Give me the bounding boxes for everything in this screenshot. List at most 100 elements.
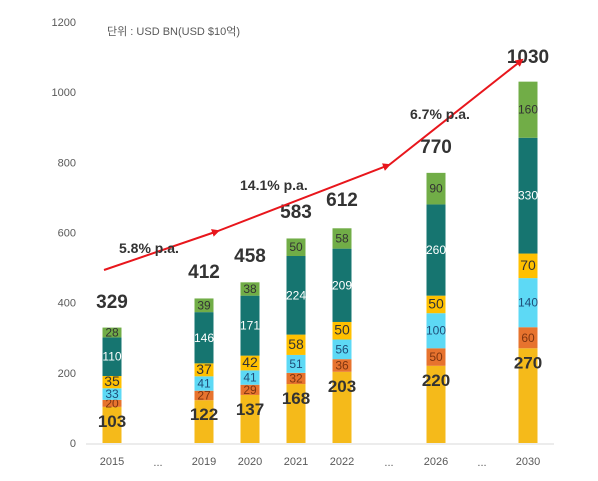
bar-segment-label: 203 (328, 377, 356, 396)
x-tick-label: 2015 (100, 456, 124, 468)
bars: 1032033351102812227413714639137294142171… (98, 81, 542, 443)
bar-segment (286, 334, 306, 355)
bar-segment-label: 260 (426, 243, 446, 257)
bar-segment (332, 228, 352, 249)
total-label: 412 (188, 262, 220, 283)
bar-segment-label: 90 (429, 182, 443, 196)
bar-segment (332, 321, 352, 340)
y-axis: 0 200 400 600 800 1000 1200 (52, 17, 76, 450)
x-tick-label: 2022 (330, 456, 354, 468)
x-axis: 2015... 2019 2020 2021 2022... 2026... 2030 (86, 443, 554, 469)
bar-segment (102, 399, 122, 407)
bar-segment (102, 406, 122, 443)
bar-segment (332, 371, 352, 443)
total-label: 770 (420, 137, 452, 158)
bar-segment (240, 370, 260, 385)
bar-segment-label: 100 (426, 324, 446, 338)
x-tick-label: 2020 (238, 456, 262, 468)
bar-segment-label: 122 (190, 405, 218, 424)
bar-segment (518, 81, 538, 138)
growth-label: 14.1% p.a. (240, 177, 308, 193)
bar-segment (518, 278, 538, 328)
total-label: 612 (326, 190, 358, 211)
growth-arrows: 5.8% p.a. 14.1% p.a. 6.7% p.a. (103, 58, 524, 271)
bar-segment (332, 339, 352, 360)
bar-segment (518, 327, 538, 349)
bar-segment (194, 298, 214, 313)
x-tick-label: 2026 (424, 456, 448, 468)
bar-segment-label: 29 (243, 383, 257, 397)
bar-segment-label: 37 (196, 361, 212, 377)
bar-segment-label: 20 (105, 396, 119, 410)
bar-segment (518, 253, 538, 279)
bar-segment-label: 42 (242, 354, 258, 370)
x-tick-label: 2019 (192, 456, 216, 468)
bar-segment-label: 330 (518, 189, 538, 203)
bar-segment-label: 70 (520, 257, 536, 273)
bar-segment (426, 204, 446, 296)
bar-segment (102, 375, 122, 389)
bar-segment-label: 56 (335, 342, 349, 356)
total-label: 1030 (507, 47, 549, 68)
bar-segment (102, 327, 122, 338)
bar-segment (332, 248, 352, 322)
y-tick-label: 1200 (52, 17, 76, 29)
bar-segment-label: 50 (428, 295, 444, 311)
bar-segment-label: 33 (105, 387, 119, 401)
bar-segment (518, 137, 538, 254)
bar-segment (518, 348, 538, 443)
bar-segment (332, 359, 352, 372)
bar-segment-label: 58 (288, 336, 304, 352)
bar-segment (426, 172, 446, 205)
bar-segment-label: 36 (335, 358, 349, 372)
x-tick-label: ... (153, 457, 162, 469)
growth-arrow (217, 163, 391, 232)
bar-segment-label: 60 (521, 331, 535, 345)
bar-segment (286, 354, 306, 373)
y-tick-label: 200 (58, 368, 76, 380)
bar-segment (286, 372, 306, 385)
total-labels: 329 412 458 583 612 770 1030 (96, 47, 549, 313)
growth-arrow (388, 58, 524, 166)
y-tick-label: 0 (70, 438, 76, 450)
bar-segment-label: 270 (514, 353, 542, 372)
total-label: 583 (280, 202, 312, 223)
bar-segment (194, 312, 214, 364)
growth-arrow (103, 229, 220, 271)
x-tick-label: ... (477, 457, 486, 469)
bar-segment-label: 50 (334, 322, 350, 338)
x-tick-label: 2021 (284, 456, 308, 468)
bar-segment (102, 388, 122, 400)
bar-segment (240, 355, 260, 371)
bar-segment-label: 39 (197, 298, 211, 312)
bar-segment-label: 171 (240, 319, 260, 333)
bar-segment (286, 256, 306, 335)
bar-segment-label: 209 (332, 278, 352, 292)
bar-segment-label: 35 (104, 373, 120, 389)
bar-segment (240, 384, 260, 395)
x-tick-label: 2030 (516, 456, 540, 468)
bar-segment-label: 110 (102, 350, 121, 364)
bar-segment (194, 400, 214, 443)
bar-segment (194, 363, 214, 377)
bar-segment (286, 238, 306, 257)
total-label: 458 (234, 246, 266, 267)
y-tick-label: 800 (58, 157, 76, 169)
bar-segment (286, 384, 306, 443)
bar-segment-label: 41 (243, 371, 257, 385)
bar-segment-label: 38 (243, 282, 257, 296)
bar-segment-label: 146 (194, 331, 214, 345)
bar-segment-label: 168 (282, 389, 310, 408)
y-tick-label: 400 (58, 298, 76, 310)
bar-segment (194, 390, 214, 401)
bar-segment-label: 58 (335, 231, 349, 245)
bar-segment (240, 282, 260, 296)
total-label: 329 (96, 292, 128, 313)
bar-segment-label: 140 (518, 296, 538, 310)
bar-segment (102, 337, 122, 376)
bar-segment-label: 50 (429, 350, 443, 364)
bar-segment-label: 160 (518, 103, 538, 117)
bar-segment-label: 41 (197, 377, 211, 391)
